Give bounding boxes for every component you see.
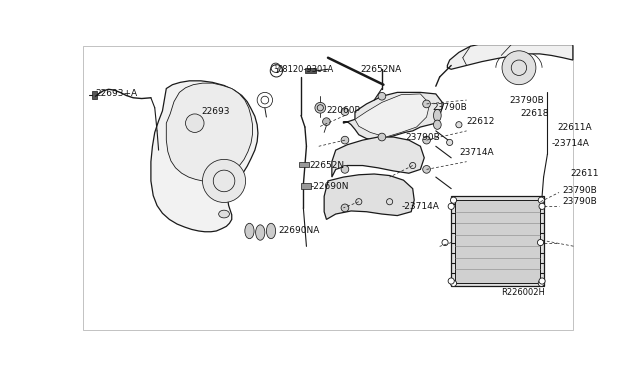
Circle shape xyxy=(451,280,456,286)
Text: -22690N: -22690N xyxy=(311,182,349,191)
Text: R226002H: R226002H xyxy=(501,288,545,297)
Circle shape xyxy=(538,240,543,246)
Circle shape xyxy=(323,118,330,125)
Text: 23790B: 23790B xyxy=(563,197,598,206)
Polygon shape xyxy=(299,162,308,167)
Circle shape xyxy=(410,163,416,169)
Text: 23714A: 23714A xyxy=(459,148,493,157)
Circle shape xyxy=(422,166,431,173)
Polygon shape xyxy=(451,196,543,286)
Circle shape xyxy=(422,136,431,144)
Circle shape xyxy=(451,197,456,203)
Text: 22611A: 22611A xyxy=(557,122,592,132)
Text: 22652NA: 22652NA xyxy=(360,65,401,74)
Ellipse shape xyxy=(433,120,441,129)
Text: 1: 1 xyxy=(274,65,278,70)
Circle shape xyxy=(341,136,349,144)
Polygon shape xyxy=(301,183,311,189)
Circle shape xyxy=(442,240,448,246)
Text: 22060P: 22060P xyxy=(326,106,360,115)
Circle shape xyxy=(422,100,431,108)
Circle shape xyxy=(378,133,386,141)
Polygon shape xyxy=(305,68,316,73)
Circle shape xyxy=(341,108,349,115)
Circle shape xyxy=(202,159,246,202)
Circle shape xyxy=(448,278,454,284)
Circle shape xyxy=(378,92,386,100)
Circle shape xyxy=(502,51,536,85)
Circle shape xyxy=(538,280,545,286)
Text: 22693+A: 22693+A xyxy=(95,89,138,99)
Text: 22618: 22618 xyxy=(520,109,549,118)
Circle shape xyxy=(538,197,545,203)
Polygon shape xyxy=(344,92,444,140)
Text: 08120-9301A: 08120-9301A xyxy=(278,65,334,74)
Text: 23790B: 23790B xyxy=(405,132,440,141)
Circle shape xyxy=(539,203,545,209)
Polygon shape xyxy=(355,94,429,137)
Polygon shape xyxy=(332,137,424,177)
Polygon shape xyxy=(92,91,97,99)
Polygon shape xyxy=(151,81,258,232)
Ellipse shape xyxy=(433,109,441,122)
Ellipse shape xyxy=(266,223,276,239)
Circle shape xyxy=(448,203,454,209)
Ellipse shape xyxy=(255,225,265,240)
Circle shape xyxy=(387,199,393,205)
Text: 22652N: 22652N xyxy=(310,161,345,170)
Circle shape xyxy=(356,199,362,205)
Polygon shape xyxy=(455,200,540,283)
Circle shape xyxy=(456,122,462,128)
Ellipse shape xyxy=(219,210,230,218)
Text: 22612: 22612 xyxy=(467,117,495,126)
Polygon shape xyxy=(447,45,573,69)
Circle shape xyxy=(315,102,326,113)
Polygon shape xyxy=(166,83,253,181)
Text: 1: 1 xyxy=(274,68,278,74)
Text: -23714A: -23714A xyxy=(401,202,439,211)
Circle shape xyxy=(341,166,349,173)
Circle shape xyxy=(447,140,452,145)
Polygon shape xyxy=(324,174,414,219)
Ellipse shape xyxy=(245,223,254,239)
Text: -23714A: -23714A xyxy=(551,140,589,148)
Text: 23790B: 23790B xyxy=(433,103,467,112)
Text: 22693: 22693 xyxy=(201,107,230,116)
Text: 22611: 22611 xyxy=(570,169,599,178)
Text: 23790B: 23790B xyxy=(563,186,598,195)
Circle shape xyxy=(341,204,349,212)
Text: 23790B: 23790B xyxy=(509,96,544,105)
Circle shape xyxy=(539,278,545,284)
Text: 22690NA: 22690NA xyxy=(278,227,319,235)
Circle shape xyxy=(186,114,204,132)
